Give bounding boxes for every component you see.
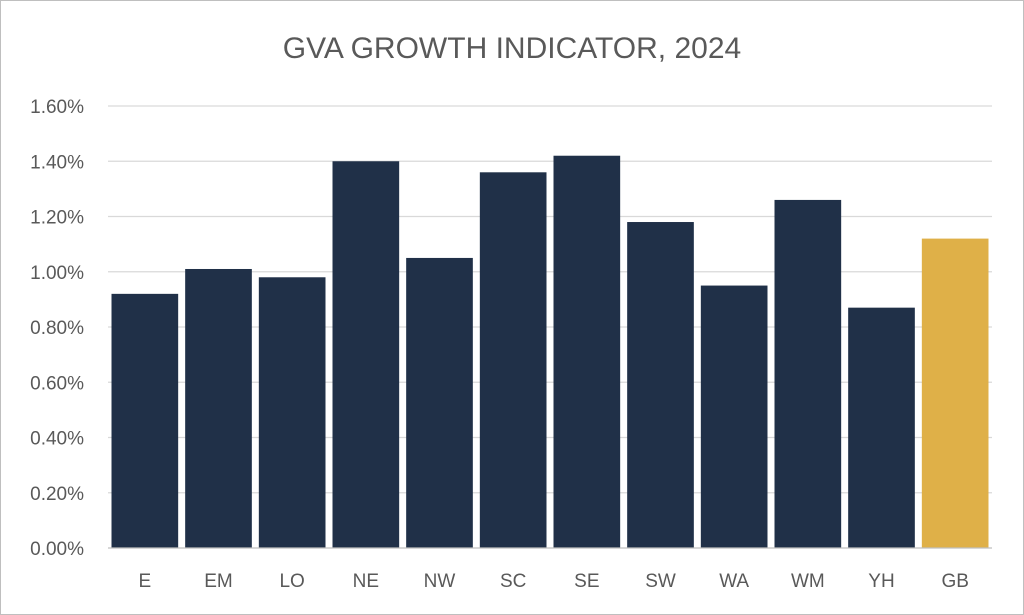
bar-ne [332,161,400,548]
x-tick-label: LO [279,571,304,592]
x-tick-label: SE [574,571,599,592]
bar-em [185,268,252,548]
bar-gb [921,238,989,548]
y-tick-label: 0.20% [30,484,84,505]
y-tick-label: 0.80% [30,318,84,339]
bar-nw [406,257,473,548]
y-tick-label: 0.60% [30,373,84,394]
x-tick-label: GB [941,571,968,592]
x-tick-label: WM [791,571,825,592]
y-tick-label: 0.00% [30,539,84,560]
bar-wa [700,285,768,548]
x-tick-label: WA [719,571,749,592]
x-tick-label: NE [353,571,379,592]
bar-sc [479,172,547,549]
x-tick-label: SW [645,571,676,592]
y-tick-label: 1.40% [30,152,84,173]
bars [111,155,989,549]
bar-e [111,293,179,548]
x-tick-label: EM [204,571,233,592]
y-tick-label: 1.00% [30,263,84,284]
y-tick-label: 1.20% [30,208,84,229]
x-axis-tick-labels: E EM LO NE NW SC SE SW WA WM YH GB [138,571,968,592]
x-tick-label: NW [424,571,456,592]
y-axis-tick-labels: 0.00% 0.20% 0.40% 0.60% 0.80% 1.00% 1.20% 1.40%… [30,97,84,560]
bar-wm [774,199,842,549]
bar-yh [848,307,915,548]
chart-title: GVA GROWTH INDICATOR, 2024 [283,32,741,65]
y-tick-label: 1.60% [30,97,84,118]
gridlines [108,105,992,494]
x-tick-label: YH [868,571,894,592]
bar-lo [258,277,326,548]
x-tick-label: E [138,571,151,592]
x-tick-label: SC [500,571,526,592]
bar-sw [627,222,694,548]
y-tick-label: 0.40% [30,429,84,450]
bar-se [553,155,621,548]
